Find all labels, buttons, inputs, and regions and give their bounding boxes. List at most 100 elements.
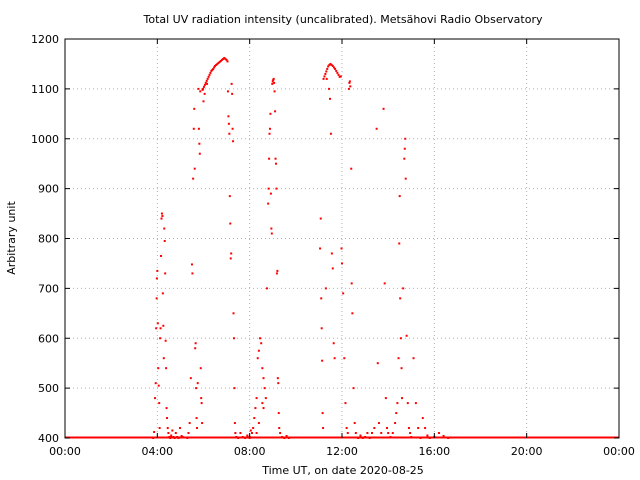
data-point xyxy=(192,127,195,130)
data-point xyxy=(346,432,349,435)
data-point xyxy=(395,412,398,415)
data-point xyxy=(397,357,400,360)
data-point xyxy=(158,402,161,405)
data-point xyxy=(271,80,274,83)
data-point xyxy=(333,357,336,360)
data-point xyxy=(331,267,334,270)
data-point xyxy=(156,269,159,272)
data-point xyxy=(357,437,360,439)
data-point xyxy=(332,66,335,69)
chart-title: Total UV radiation intensity (uncalibrat… xyxy=(143,13,543,26)
data-point xyxy=(208,73,211,76)
data-point xyxy=(201,422,204,425)
data-point xyxy=(320,327,323,330)
data-point xyxy=(154,397,157,400)
data-point xyxy=(398,195,401,198)
data-point xyxy=(228,132,231,135)
data-point xyxy=(404,137,407,140)
data-point xyxy=(383,282,386,285)
data-point xyxy=(189,377,192,380)
data-point xyxy=(223,56,226,59)
y-tick-label: 800 xyxy=(38,233,59,246)
data-point xyxy=(267,187,270,190)
data-point xyxy=(231,127,234,130)
data-point xyxy=(156,322,159,325)
data-point xyxy=(262,407,265,410)
data-point xyxy=(373,427,376,430)
data-point xyxy=(200,397,203,400)
data-point xyxy=(159,327,162,330)
data-point xyxy=(196,427,199,430)
data-point xyxy=(232,140,235,143)
data-point xyxy=(205,82,208,85)
data-point xyxy=(396,402,399,405)
data-point xyxy=(334,67,337,70)
data-point xyxy=(246,434,249,437)
data-point xyxy=(222,57,225,60)
data-point xyxy=(447,437,450,439)
data-point xyxy=(255,432,258,435)
data-point xyxy=(320,297,323,300)
data-point xyxy=(202,87,205,90)
data-point xyxy=(405,334,408,337)
data-point xyxy=(329,132,332,135)
data-point xyxy=(259,337,262,340)
data-point xyxy=(342,292,345,295)
data-point xyxy=(403,147,406,150)
data-point xyxy=(287,437,290,439)
data-point xyxy=(324,287,327,290)
data-point xyxy=(255,397,258,400)
grid-lines xyxy=(65,39,619,438)
data-point xyxy=(159,337,162,340)
data-point xyxy=(232,337,235,340)
data-point xyxy=(325,77,328,80)
data-point xyxy=(174,432,177,435)
data-point xyxy=(366,432,369,435)
data-point xyxy=(195,417,198,420)
data-point xyxy=(209,71,212,74)
data-point xyxy=(260,342,263,345)
data-point xyxy=(273,90,276,93)
data-point xyxy=(195,387,198,390)
data-point xyxy=(256,357,259,360)
data-point xyxy=(157,384,160,387)
data-point xyxy=(336,71,339,74)
data-point xyxy=(350,282,353,285)
data-point xyxy=(229,257,232,260)
data-point xyxy=(276,377,279,380)
data-point xyxy=(419,437,422,439)
data-point xyxy=(167,432,170,435)
data-point xyxy=(386,427,389,430)
data-point xyxy=(158,427,161,430)
data-point xyxy=(326,67,329,70)
data-point xyxy=(169,437,172,439)
data-point xyxy=(178,427,181,430)
data-point xyxy=(361,437,364,439)
data-point xyxy=(399,337,402,340)
data-point xyxy=(347,87,350,90)
data-point xyxy=(319,217,322,220)
data-point xyxy=(202,100,205,103)
data-point xyxy=(339,75,342,78)
data-point xyxy=(437,432,440,435)
data-point xyxy=(186,437,189,439)
data-point xyxy=(323,75,326,78)
data-point xyxy=(368,437,371,439)
data-point xyxy=(272,77,275,80)
data-point xyxy=(264,397,267,400)
data-point xyxy=(341,262,343,265)
data-point xyxy=(239,432,242,435)
y-tick-label: 1200 xyxy=(31,33,59,46)
data-points xyxy=(152,56,450,439)
data-point xyxy=(199,90,202,93)
data-point xyxy=(325,70,328,73)
data-point xyxy=(332,342,335,345)
data-point xyxy=(275,272,278,275)
y-tick-label: 900 xyxy=(38,183,59,196)
data-point xyxy=(227,115,230,118)
x-tick-label: 00:00 xyxy=(603,445,635,458)
data-point xyxy=(198,142,201,145)
data-point xyxy=(180,435,183,438)
data-point xyxy=(157,367,160,370)
